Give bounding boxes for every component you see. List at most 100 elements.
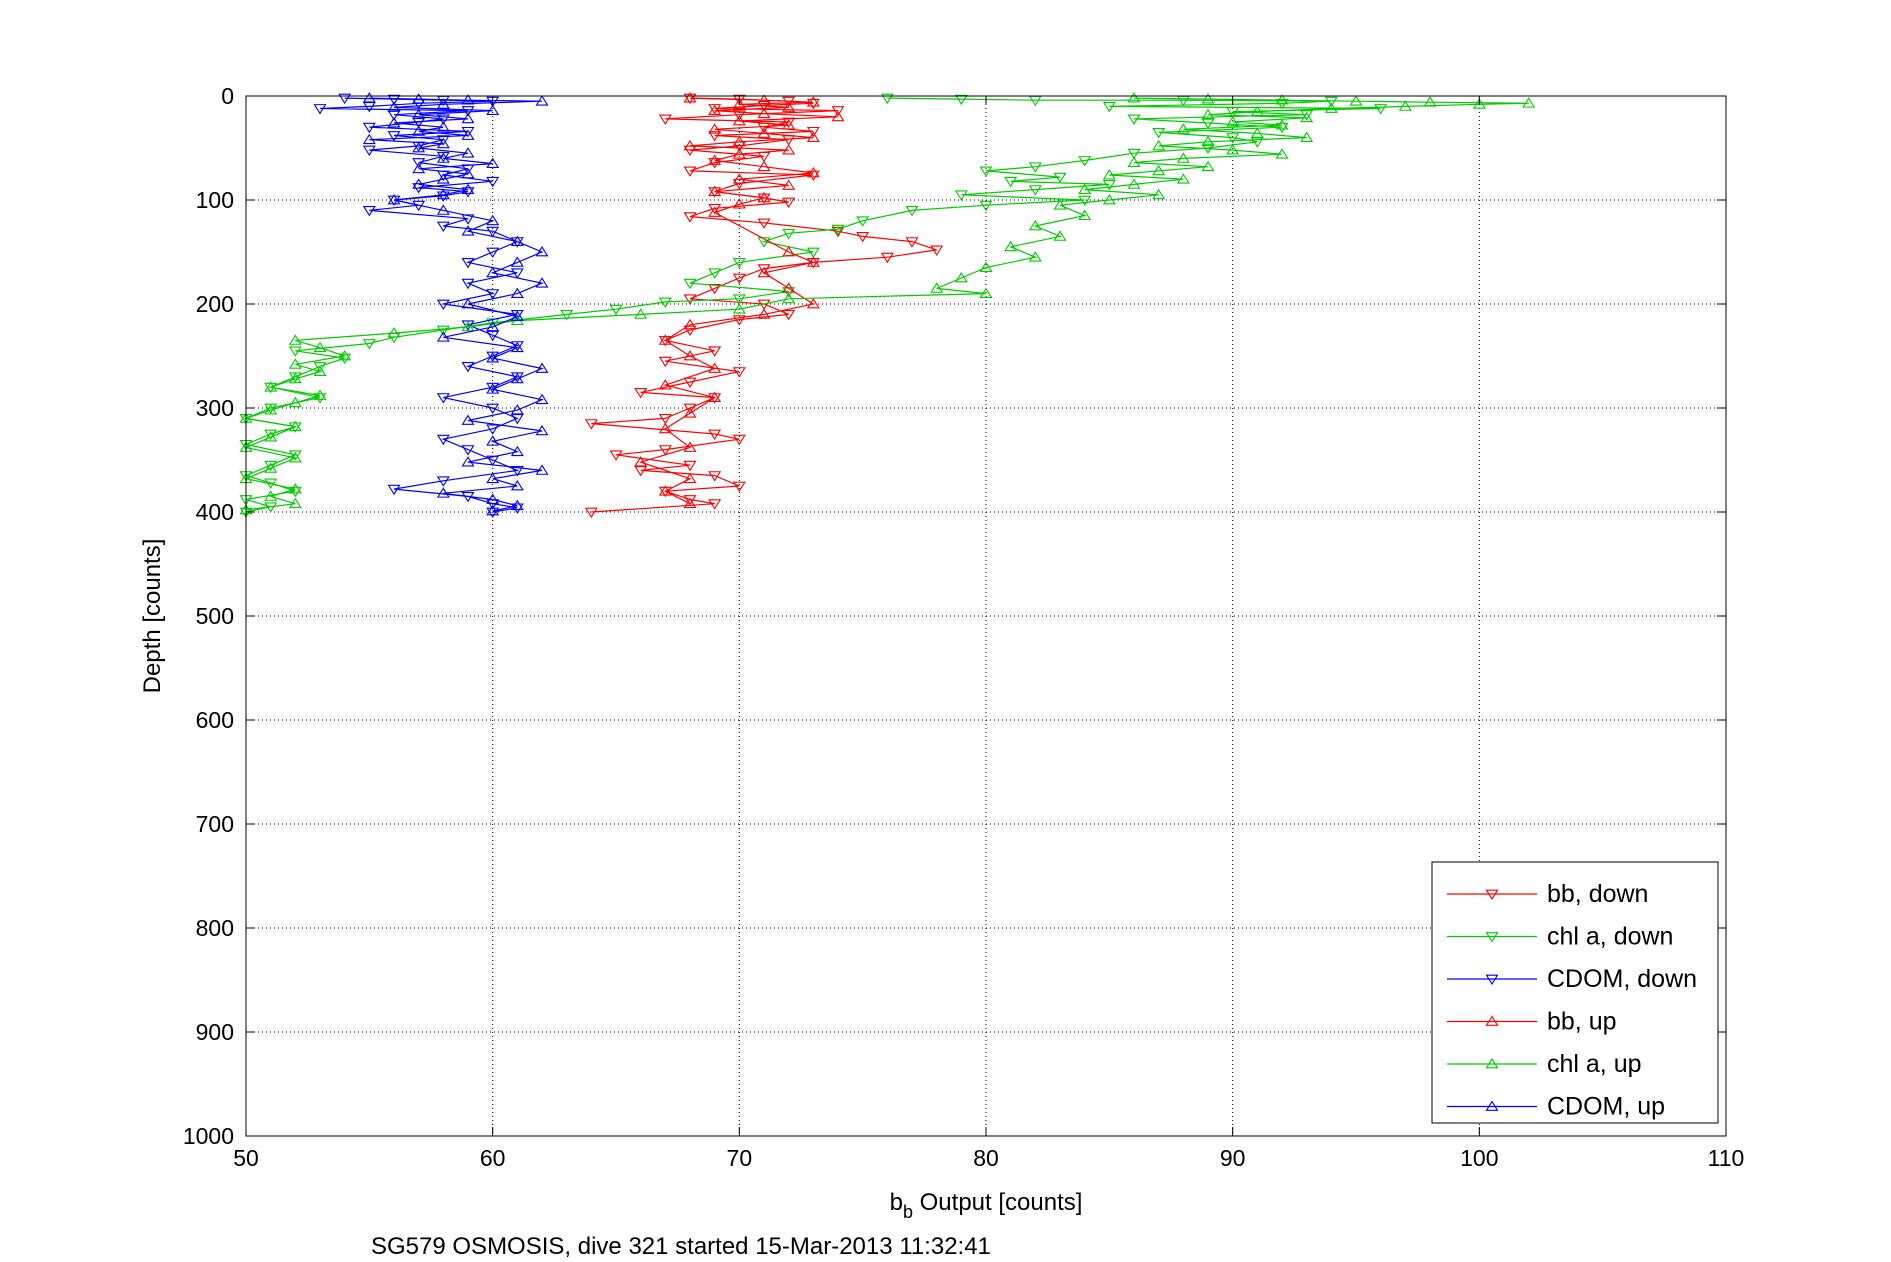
data-point	[1226, 133, 1240, 144]
data-point	[584, 507, 598, 518]
data-point	[708, 284, 722, 295]
data-point	[732, 98, 746, 109]
y-tick-label: 600	[196, 707, 234, 733]
data-point	[461, 126, 475, 138]
data-point	[1176, 123, 1190, 134]
data-point	[387, 117, 401, 128]
data-point	[288, 334, 302, 345]
data-point	[708, 206, 722, 217]
data-point	[486, 247, 500, 258]
data-point	[510, 445, 524, 457]
data-point	[1349, 95, 1363, 106]
data-point	[708, 499, 722, 510]
data-point	[264, 404, 278, 415]
x-tick-label: 60	[480, 1145, 506, 1171]
data-point	[461, 225, 475, 236]
y-tick-label: 800	[196, 915, 234, 941]
data-point	[436, 114, 450, 125]
data-point	[486, 352, 500, 363]
data-point	[1472, 98, 1486, 109]
data-point	[708, 203, 722, 215]
data-point	[362, 133, 376, 145]
data-point	[362, 102, 376, 113]
data-point	[1201, 135, 1215, 147]
data-point	[1250, 127, 1264, 138]
data-point	[658, 356, 672, 368]
data-point	[634, 466, 648, 477]
data-point	[510, 466, 524, 477]
data-point	[486, 493, 500, 504]
data-point	[979, 261, 993, 272]
data-point	[683, 166, 697, 177]
data-point	[288, 372, 302, 384]
legend-marker	[1485, 1015, 1499, 1026]
data-point	[1201, 160, 1215, 172]
data-point	[658, 445, 672, 456]
data-point	[387, 94, 401, 106]
data-point	[535, 277, 549, 288]
data-point	[1423, 96, 1437, 107]
series-bb-up	[634, 92, 845, 509]
data-point	[683, 139, 697, 151]
data-point	[732, 198, 746, 209]
data-point	[1226, 116, 1240, 127]
data-point	[683, 407, 697, 418]
data-point	[1201, 118, 1215, 130]
data-point	[831, 224, 845, 236]
data-point	[264, 431, 278, 442]
data-point	[288, 346, 302, 357]
data-point	[486, 330, 500, 342]
data-point	[461, 456, 475, 467]
data-point	[288, 420, 302, 432]
data-point	[683, 278, 697, 290]
data-point	[979, 200, 993, 212]
data-point	[1300, 131, 1314, 142]
data-point	[806, 256, 820, 267]
data-point	[338, 93, 352, 105]
data-point	[436, 188, 450, 200]
data-point	[412, 125, 426, 136]
data-point	[412, 142, 426, 153]
series-cdom-up	[362, 92, 549, 516]
data-point	[486, 455, 500, 466]
legend-label: chl a, down	[1547, 923, 1673, 951]
data-point	[1078, 195, 1092, 206]
data-point	[436, 191, 450, 202]
data-point	[486, 383, 500, 394]
data-point	[436, 135, 450, 146]
data-point	[757, 94, 771, 105]
data-point	[732, 434, 746, 446]
data-point	[782, 197, 796, 209]
data-point	[486, 226, 500, 238]
data-point	[535, 95, 549, 106]
data-point	[757, 266, 771, 278]
y-tick-label: 100	[196, 187, 234, 213]
data-point	[683, 318, 697, 330]
data-point	[412, 158, 426, 169]
data-point	[510, 414, 524, 425]
data-point	[1127, 148, 1141, 160]
data-point	[362, 339, 376, 350]
data-point	[461, 258, 475, 269]
data-point	[732, 135, 746, 147]
data-point	[806, 247, 820, 258]
series-line	[591, 97, 937, 513]
data-point	[708, 104, 722, 115]
x-tick-label: 50	[233, 1145, 259, 1171]
data-point	[510, 310, 524, 321]
data-point	[1127, 114, 1141, 125]
data-point	[338, 353, 352, 365]
data-point	[461, 183, 475, 194]
data-point	[461, 129, 475, 140]
data-point	[560, 310, 574, 321]
data-point	[683, 212, 697, 223]
data-point	[510, 235, 524, 246]
data-point	[264, 429, 278, 440]
data-point	[757, 308, 771, 319]
data-point	[387, 131, 401, 142]
series-bb-down	[584, 93, 944, 518]
data-point	[288, 358, 302, 369]
data-point	[708, 346, 722, 357]
data-point	[954, 272, 968, 283]
data-point	[436, 393, 450, 404]
